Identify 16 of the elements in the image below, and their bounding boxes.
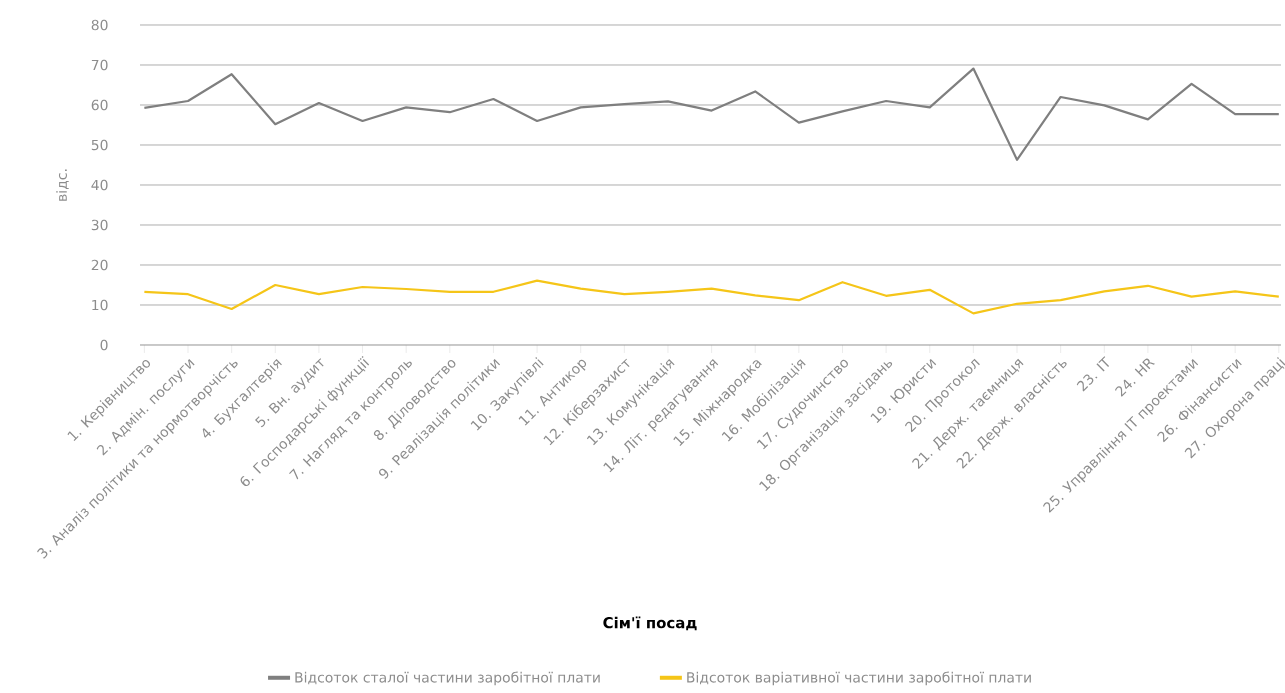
y-tick-label: 0 — [100, 339, 108, 351]
y-axis-title: відс. — [56, 169, 69, 201]
legend-label: Відсоток сталої частини заробітної плати — [295, 671, 600, 686]
legend-label: Відсоток варіативної частини заробітної плати — [687, 671, 1031, 686]
x-axis-title: Сім'ї посад — [603, 616, 697, 631]
line-series — [143, 279, 1280, 315]
y-tick-label: 50 — [91, 139, 108, 151]
y-tick-label: 10 — [92, 299, 108, 311]
y-tick-label: 30 — [91, 219, 108, 231]
line-series — [143, 67, 1280, 161]
y-tick-label: 70 — [91, 59, 108, 71]
y-tick-label: 60 — [91, 99, 108, 111]
y-tick-label: 40 — [91, 179, 108, 191]
y-tick-label: 80 — [91, 19, 108, 31]
y-tick-label: 20 — [91, 259, 108, 271]
x-tick-label: 23. IT — [1076, 356, 1110, 392]
